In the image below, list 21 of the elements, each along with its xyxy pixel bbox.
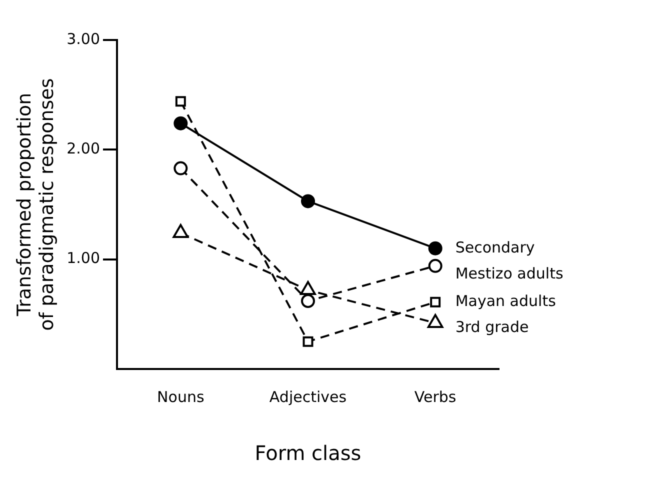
point bbox=[174, 161, 188, 176]
point bbox=[301, 294, 315, 308]
series-label: Mestizo adults bbox=[455, 264, 564, 282]
series-label: 3rd grade bbox=[455, 318, 529, 336]
point bbox=[428, 258, 442, 273]
x-axis-title: Form class bbox=[254, 441, 362, 466]
point bbox=[301, 194, 315, 208]
series-label: Secondary bbox=[455, 238, 535, 256]
y-tick-label: 1.00 bbox=[66, 249, 100, 268]
x-tick-label: Adjectives bbox=[269, 388, 347, 406]
x-tick-label: Verbs bbox=[414, 388, 456, 406]
x-tick-label: Nouns bbox=[157, 388, 204, 406]
point bbox=[428, 241, 442, 256]
series-label: Mayan adults bbox=[455, 292, 556, 310]
y-tick-label: 3.00 bbox=[66, 30, 100, 48]
point bbox=[430, 296, 441, 308]
y-tick-label: 2.00 bbox=[66, 140, 100, 158]
point bbox=[174, 116, 188, 130]
point bbox=[302, 336, 314, 347]
y-axis-title: Transformed proportion of paradigmatic responses bbox=[13, 78, 58, 331]
point bbox=[175, 96, 186, 107]
